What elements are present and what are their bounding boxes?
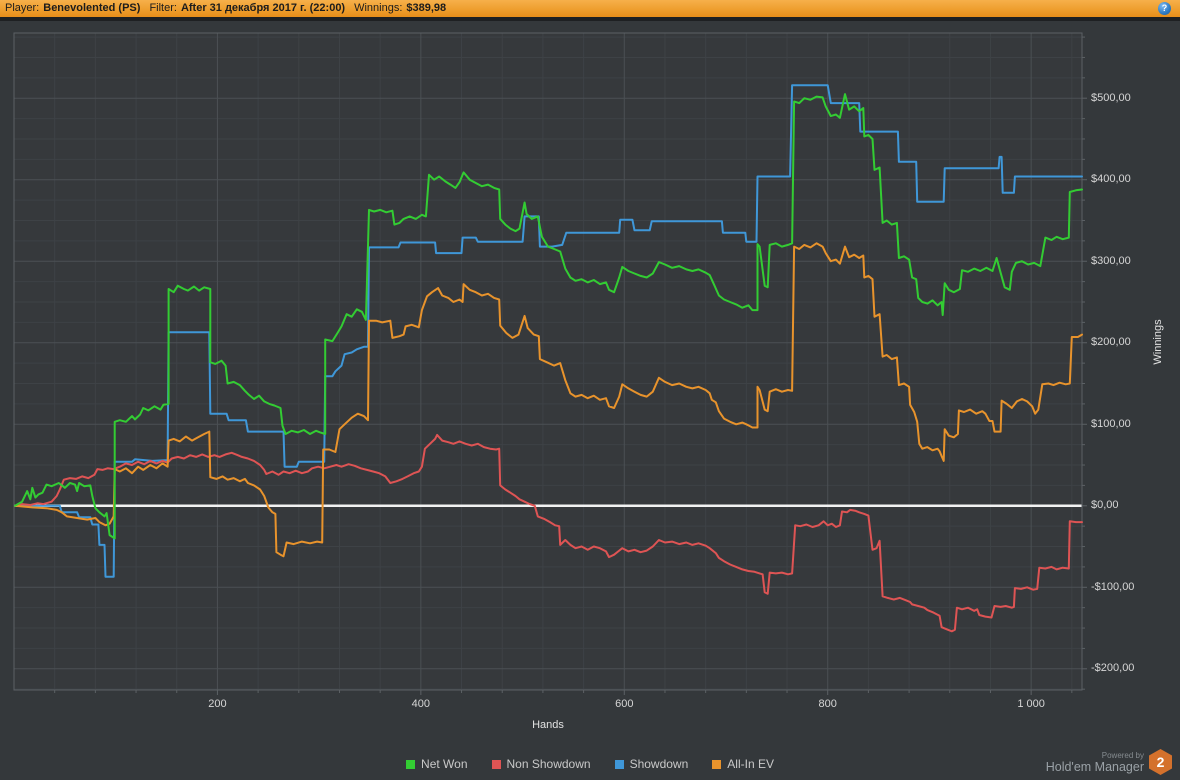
y-tick-label: $200,00	[1091, 336, 1131, 349]
legend-label-all-in-ev: All-In EV	[727, 757, 774, 771]
series-showdown-line	[14, 84, 1083, 578]
powered-by-text: Powered by	[1101, 751, 1144, 760]
legend-item-non-showdown: Non Showdown	[491, 757, 591, 771]
legend-marker-non-showdown	[491, 759, 501, 769]
legend-item-all-in-ev: All-In EV	[712, 757, 774, 771]
legend-item-net-won: Net Won	[406, 757, 468, 771]
player-value: Benevolented (PS)	[43, 2, 141, 14]
x-tick-label: 800	[818, 698, 837, 710]
x-tick-label: 400	[411, 698, 431, 710]
legend-label-showdown: Showdown	[629, 757, 689, 771]
plot-area	[14, 33, 1082, 690]
brand-text-block: Powered by Hold'em Manager	[1046, 751, 1144, 775]
legend-marker-net-won	[406, 759, 416, 769]
legend-marker-showdown	[614, 759, 624, 769]
brand-footer: Powered by Hold'em Manager 2	[1046, 749, 1172, 775]
plot-border	[13, 32, 1083, 691]
y-tick-label: -$200,00	[1091, 662, 1135, 675]
help-icon[interactable]: ?	[1158, 2, 1171, 15]
x-tick-label: 200	[208, 698, 227, 710]
legend-label-net-won: Net Won	[421, 757, 468, 771]
hm2-logo-icon: 2	[1149, 749, 1172, 775]
filter-value: After 31 декабря 2017 г. (22:00)	[180, 2, 346, 14]
brand-name-text: Hold'em Manager	[1045, 760, 1144, 774]
series-non-showdown-line	[14, 433, 1083, 633]
player-label: Player:	[5, 2, 40, 14]
y-tick-label: $0,00	[1091, 499, 1119, 512]
y-tick-label: $100,00	[1091, 417, 1131, 430]
winnings-label: Winnings:	[354, 2, 403, 14]
x-tick-label: 1 000	[1017, 698, 1045, 710]
header-shadow-divider	[0, 17, 1180, 21]
header-bar: Player: Benevolented (PS) Filter: After 31 …	[0, 0, 1180, 17]
legend-marker-all-in-ev	[712, 759, 722, 769]
y-tick-label: $300,00	[1091, 254, 1131, 267]
winnings-value: $389,98	[406, 2, 447, 14]
y-tick-label: -$100,00	[1091, 580, 1135, 593]
legend-item-showdown: Showdown	[614, 757, 689, 771]
filter-label: Filter:	[149, 2, 177, 14]
x-axis-title: Hands	[532, 719, 564, 731]
y-tick-label: $400,00	[1091, 173, 1131, 186]
series-all-in-ev-line	[14, 242, 1083, 558]
chart-legend: Net Won Non Showdown Showdown All-In EV	[0, 757, 1180, 771]
x-tick-label: 600	[615, 698, 634, 710]
legend-label-non-showdown: Non Showdown	[506, 757, 591, 771]
series-net-won-line	[14, 93, 1083, 540]
y-tick-label: $500,00	[1091, 91, 1131, 104]
y-axis-title: Winnings	[1152, 319, 1164, 365]
